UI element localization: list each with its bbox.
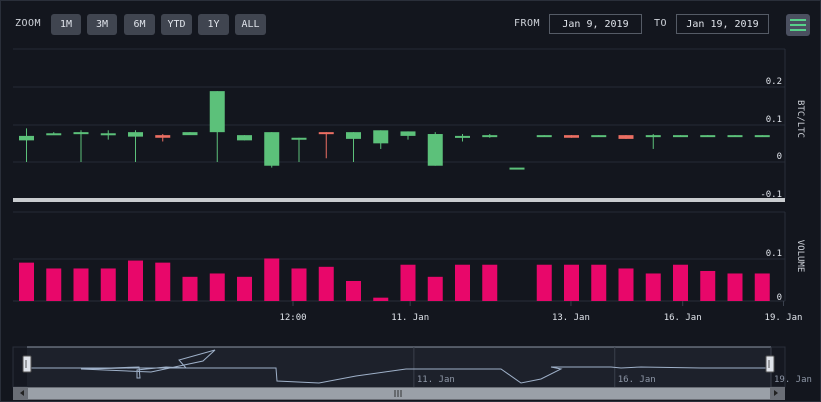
price-tick-label: -0.1 bbox=[760, 190, 782, 200]
candle-body[interactable] bbox=[73, 132, 89, 135]
x-tick-label: 19. Jan bbox=[765, 313, 803, 323]
candle-body[interactable] bbox=[700, 135, 716, 138]
volume-bar[interactable] bbox=[209, 273, 225, 301]
candle-body[interactable] bbox=[727, 135, 743, 138]
x-tick-label: 13. Jan bbox=[552, 313, 590, 323]
navigator-series-line bbox=[29, 349, 771, 384]
candle-body[interactable] bbox=[482, 135, 498, 138]
x-tick-label: 11. Jan bbox=[391, 313, 429, 323]
volume-pane: 0.1 0 VOLUME 12:00 11. Jan 13. Jan 16. Jan 19… bbox=[13, 211, 805, 323]
zoom-label: ZOOM bbox=[15, 18, 42, 29]
zoom-ytd-button[interactable]: YTD bbox=[161, 14, 192, 35]
candle-body[interactable] bbox=[318, 132, 334, 135]
volume-bar[interactable] bbox=[482, 264, 498, 301]
price-axis-title: BTC/LTC bbox=[795, 100, 805, 138]
volume-bar[interactable] bbox=[700, 270, 716, 301]
navigator-right-handle[interactable] bbox=[765, 355, 775, 373]
candle-body[interactable] bbox=[346, 132, 361, 139]
candle-body[interactable] bbox=[564, 135, 579, 138]
volume-bar[interactable] bbox=[346, 280, 361, 301]
navigator-tick-label: 19. Jan bbox=[774, 375, 812, 385]
candle-body[interactable] bbox=[46, 133, 62, 136]
volume-bar[interactable] bbox=[182, 276, 198, 301]
candle-body[interactable] bbox=[427, 134, 443, 166]
candle-body[interactable] bbox=[182, 132, 198, 136]
candle-body[interactable] bbox=[128, 132, 143, 137]
price-tick-label: 0.1 bbox=[766, 115, 782, 125]
x-tick-label: 12:00 bbox=[279, 313, 306, 323]
volume-bar[interactable] bbox=[536, 264, 552, 301]
hamburger-menu-icon[interactable] bbox=[786, 14, 810, 36]
volume-bar[interactable] bbox=[564, 264, 579, 301]
price-tick-label: 0 bbox=[777, 152, 782, 162]
volume-axis-title: VOLUME bbox=[795, 240, 805, 273]
pane-separator[interactable] bbox=[13, 198, 785, 202]
volume-bar[interactable] bbox=[237, 276, 252, 301]
candle-body[interactable] bbox=[509, 167, 525, 170]
volume-bar[interactable] bbox=[264, 258, 280, 301]
volume-bar[interactable] bbox=[455, 264, 470, 301]
volume-bar[interactable] bbox=[318, 266, 334, 301]
volume-tick-label: 0 bbox=[777, 293, 782, 303]
candle-body[interactable] bbox=[673, 135, 688, 138]
right-arrow-icon[interactable] bbox=[774, 390, 778, 396]
price-pane: 0.2 0.1 0 -0.1 BTC/LTC bbox=[13, 48, 805, 200]
candle-body[interactable] bbox=[645, 135, 661, 138]
zoom-1m-button[interactable]: 1M bbox=[51, 14, 81, 35]
volume-bar[interactable] bbox=[427, 276, 443, 301]
zoom-all-button[interactable]: ALL bbox=[235, 14, 266, 35]
volume-tick-label: 0.1 bbox=[766, 249, 782, 259]
candle-body[interactable] bbox=[373, 130, 389, 144]
volume-bar[interactable] bbox=[46, 268, 62, 301]
navigator[interactable]: 11. Jan 16. Jan 19. Jan bbox=[12, 346, 812, 388]
zoom-3m-button[interactable]: 3M bbox=[87, 14, 117, 35]
candle-body[interactable] bbox=[100, 133, 116, 136]
volume-bar[interactable] bbox=[645, 273, 661, 301]
navigator-left-handle[interactable] bbox=[22, 355, 32, 373]
candle-body[interactable] bbox=[591, 135, 607, 138]
volume-bar[interactable] bbox=[19, 262, 34, 301]
volume-bar[interactable] bbox=[727, 273, 743, 301]
from-label: FROM bbox=[514, 18, 541, 29]
volume-bar[interactable] bbox=[400, 264, 416, 301]
left-arrow-icon[interactable] bbox=[20, 390, 24, 396]
to-label: TO bbox=[654, 18, 668, 29]
volume-bar[interactable] bbox=[591, 264, 607, 301]
volume-bar[interactable] bbox=[100, 268, 116, 301]
candle-body[interactable] bbox=[19, 135, 34, 141]
scrollbar-thumb[interactable] bbox=[28, 388, 770, 399]
volume-bar[interactable] bbox=[73, 268, 89, 301]
candle-body[interactable] bbox=[209, 91, 225, 133]
x-tick-label: 16. Jan bbox=[664, 313, 702, 323]
candle-body[interactable] bbox=[455, 135, 470, 138]
volume-bar[interactable] bbox=[155, 262, 171, 301]
volume-bar[interactable] bbox=[373, 297, 389, 301]
zoom-6m-button[interactable]: 6M bbox=[124, 14, 155, 35]
navigator-tick-label: 11. Jan bbox=[417, 375, 455, 385]
grip-icon bbox=[394, 390, 402, 397]
candle-body[interactable] bbox=[618, 135, 634, 139]
candle-body[interactable] bbox=[400, 131, 416, 136]
volume-bar[interactable] bbox=[128, 260, 143, 301]
volume-bar[interactable] bbox=[618, 268, 634, 301]
volume-bar[interactable] bbox=[754, 273, 770, 301]
to-date-input[interactable]: Jan 19, 2019 bbox=[676, 14, 769, 34]
candle-body[interactable] bbox=[155, 135, 171, 138]
volume-bar[interactable] bbox=[673, 264, 688, 301]
from-date-input[interactable]: Jan 9, 2019 bbox=[549, 14, 642, 34]
candle-body[interactable] bbox=[754, 135, 770, 138]
scrollbar[interactable] bbox=[13, 387, 785, 400]
candle-body[interactable] bbox=[237, 135, 252, 141]
candle-body[interactable] bbox=[291, 137, 307, 140]
price-tick-label: 0.2 bbox=[766, 77, 782, 87]
volume-bar[interactable] bbox=[291, 268, 307, 301]
navigator-tick-label: 16. Jan bbox=[618, 375, 656, 385]
candle-body[interactable] bbox=[264, 132, 280, 166]
zoom-1y-button[interactable]: 1Y bbox=[198, 14, 229, 35]
candle-body[interactable] bbox=[536, 135, 552, 138]
